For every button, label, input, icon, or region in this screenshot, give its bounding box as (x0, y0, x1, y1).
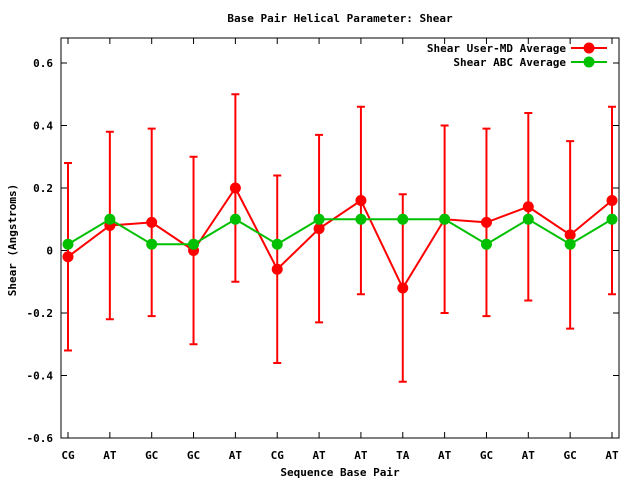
series-layer (62, 93, 618, 383)
data-point-user-md (271, 263, 283, 275)
data-point-abc (439, 213, 451, 225)
data-point-abc (104, 213, 116, 225)
data-point-abc (397, 213, 409, 225)
x-tick-label: AT (605, 449, 619, 462)
chart-title: Base Pair Helical Parameter: Shear (227, 12, 453, 25)
y-tick-label: -0.4 (27, 370, 54, 383)
data-point-abc (480, 238, 492, 250)
data-point-user-md (229, 182, 241, 194)
data-point-user-md (313, 223, 325, 235)
data-point-abc (271, 238, 283, 250)
data-point-user-md (355, 195, 367, 206)
x-axis-label: Sequence Base Pair (280, 466, 400, 479)
x-tick-label: GC (480, 449, 493, 462)
x-tick-label: AT (103, 449, 117, 462)
legend-label-abc: Shear ABC Average (453, 56, 566, 69)
y-tick-label: -0.6 (27, 432, 54, 445)
x-tick-label: CG (61, 449, 75, 462)
legend-marker-abc (583, 56, 595, 68)
data-point-abc (188, 238, 200, 250)
data-point-user-md (480, 216, 492, 228)
y-tick-label: 0.2 (33, 182, 53, 195)
data-point-abc (355, 213, 367, 225)
data-point-user-md (397, 282, 409, 294)
data-point-abc (146, 238, 158, 250)
data-point-abc (606, 213, 618, 225)
data-point-user-md (522, 201, 534, 213)
data-point-user-md (606, 195, 618, 206)
data-point-abc (313, 213, 325, 225)
x-tick-label: TA (396, 449, 410, 462)
data-point-user-md (62, 251, 74, 263)
data-point-user-md (564, 229, 576, 241)
y-tick-label: 0 (46, 245, 53, 258)
series-line-abc (67, 218, 613, 246)
x-tick-label: AT (229, 449, 243, 462)
x-tick-label: GC (145, 449, 158, 462)
y-axis-label: Shear (Angstroms) (6, 184, 19, 297)
y-tick-label: -0.2 (27, 307, 54, 320)
data-point-abc (522, 213, 534, 225)
legend-marker-user-md (583, 42, 595, 54)
legend-label-user-md: Shear User-MD Average (427, 42, 566, 55)
x-tick-label: CG (271, 449, 285, 462)
y-tick-label: 0.6 (33, 57, 53, 70)
ticks: -0.6 -0.4 -0.2 0 0.2 0.4 0.6 CG AT GC GC AT CG AT AT TA… (27, 38, 619, 462)
data-point-abc (564, 238, 576, 250)
x-tick-label: AT (312, 449, 326, 462)
series-line-user-md (67, 186, 613, 291)
y-tick-label: 0.4 (33, 120, 53, 133)
plot-frame (60, 37, 620, 439)
x-tick-label: AT (522, 449, 536, 462)
x-tick-label: GC (187, 449, 200, 462)
data-point-abc (229, 213, 241, 225)
x-tick-label: AT (438, 449, 452, 462)
data-point-abc (62, 238, 74, 250)
x-tick-label: GC (564, 449, 577, 462)
data-point-user-md (146, 216, 158, 228)
x-tick-label: AT (354, 449, 368, 462)
